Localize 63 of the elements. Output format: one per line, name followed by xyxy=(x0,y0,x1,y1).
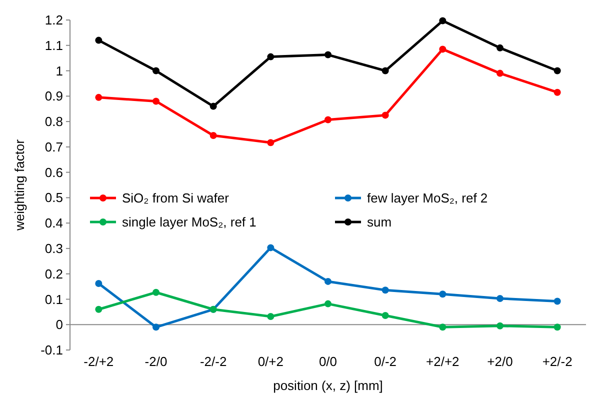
point xyxy=(267,312,274,320)
point xyxy=(152,324,160,331)
y-tick-label: 0.3 xyxy=(44,241,63,256)
legend-label: SiO₂ from Si wafer xyxy=(122,190,230,206)
point xyxy=(267,139,274,146)
legend-label: single layer MoS₂, ref 1 xyxy=(122,214,256,230)
y-tick-label: 1.1 xyxy=(44,38,63,53)
y-tick-label: 0.6 xyxy=(44,164,63,180)
y-tick-label: 0.7 xyxy=(44,139,63,154)
y-tick-label: 0 xyxy=(56,317,63,332)
point xyxy=(554,88,561,96)
x-tick-label: 0/+2 xyxy=(258,354,284,369)
point xyxy=(439,324,446,331)
point xyxy=(95,306,102,313)
point xyxy=(152,67,160,74)
point xyxy=(267,53,274,60)
point xyxy=(382,112,389,119)
point xyxy=(496,322,504,330)
point xyxy=(439,290,446,298)
point xyxy=(324,278,332,285)
point xyxy=(554,298,561,305)
point xyxy=(210,132,217,139)
y-tick-label: -0.1 xyxy=(40,342,63,358)
y-tick-label: 0.9 xyxy=(44,88,63,104)
x-tick-label: -2/-2 xyxy=(200,354,227,369)
y-tick-label: 1 xyxy=(56,63,63,78)
point xyxy=(95,94,102,101)
point xyxy=(95,36,102,44)
y-tick-label: 0.2 xyxy=(44,266,63,282)
point xyxy=(496,70,504,77)
x-tick-label: +2/+2 xyxy=(426,354,460,369)
x-tick-label: -2/0 xyxy=(144,354,168,369)
point xyxy=(382,67,389,74)
point xyxy=(439,46,446,53)
x-axis-title: position (x, z) [mm] xyxy=(273,378,383,393)
point xyxy=(496,44,504,52)
x-tick-label: -2/+2 xyxy=(84,354,114,369)
point xyxy=(152,288,160,296)
point xyxy=(496,294,504,302)
legend-label: few layer MoS₂, ref 2 xyxy=(367,190,488,206)
y-tick-label: 0.4 xyxy=(44,216,63,231)
point xyxy=(267,244,274,252)
x-tick-label: +2/0 xyxy=(487,354,513,369)
y-tick-label: 0.5 xyxy=(44,190,63,206)
x-tick-label: 0/0 xyxy=(318,354,338,369)
point xyxy=(554,324,561,331)
point xyxy=(382,312,389,319)
point xyxy=(210,102,217,110)
point xyxy=(152,98,160,105)
x-tick-label: 0/-2 xyxy=(374,354,397,369)
point xyxy=(324,300,332,308)
y-tick-label: 1.2 xyxy=(44,12,63,28)
y-axis-title: weighting factor xyxy=(12,138,27,232)
y-tick-label: 0.8 xyxy=(44,114,63,130)
legend-label: sum xyxy=(367,214,392,230)
x-tick-label: +2/-2 xyxy=(542,354,572,369)
point xyxy=(382,286,389,294)
point xyxy=(324,51,332,58)
point xyxy=(324,116,332,124)
point xyxy=(95,280,102,287)
point xyxy=(439,17,446,24)
point xyxy=(554,67,561,74)
y-tick-label: 0.1 xyxy=(44,292,63,307)
